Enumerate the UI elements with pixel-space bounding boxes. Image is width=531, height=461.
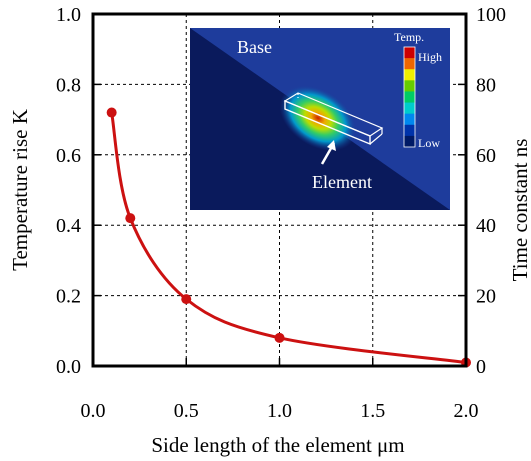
- y-tick-label: 1.0: [56, 4, 81, 26]
- colorbar-segment: [404, 47, 415, 59]
- colorbar-segment: [404, 102, 415, 114]
- colorbar-segment: [404, 113, 415, 126]
- element-pointer-head: [327, 140, 336, 151]
- element-outline: [283, 92, 384, 146]
- x-tick-label: 0.5: [174, 400, 199, 422]
- colorbar-segment: [404, 124, 415, 137]
- inset-legend-title: Temp.: [394, 30, 424, 44]
- inset-element-label: Element: [312, 172, 372, 192]
- y2-tick-label: 40: [476, 215, 496, 237]
- colorbar-segment: [404, 69, 415, 81]
- colorbar-segment: [404, 91, 415, 103]
- data-point: [181, 294, 192, 305]
- colorbar-segment: [404, 135, 415, 148]
- x-tick-label: 1.0: [267, 400, 292, 422]
- y2-tick-label: 0: [476, 356, 486, 378]
- data-point: [125, 213, 136, 224]
- y2-axis-title: Time constant ns: [508, 139, 531, 282]
- inset-legend-high: High: [418, 50, 442, 64]
- y-tick-label: 0.4: [56, 215, 81, 237]
- x-tick-label: 2.0: [454, 400, 479, 422]
- y-axis-title: Temperature rise K: [8, 109, 32, 271]
- data-point: [274, 332, 285, 343]
- y2-tick-label: 60: [476, 145, 496, 167]
- colorbar-segment: [404, 80, 415, 92]
- y2-tick-label: 80: [476, 74, 496, 96]
- inset-hotspot: [279, 85, 357, 151]
- data-point: [106, 107, 117, 118]
- inset-legend-low: Low: [418, 136, 440, 150]
- colorbar-segment: [404, 58, 415, 70]
- y-tick-label: 0.0: [56, 356, 81, 378]
- series-layer: [106, 107, 471, 368]
- y-tick-label: 0.2: [56, 286, 81, 308]
- y2-tick-label: 20: [476, 286, 496, 308]
- x-tick-label: 1.5: [360, 400, 385, 422]
- x-tick-label: 0.0: [81, 400, 106, 422]
- axes-layer: 0.0 0.5 1.0 1.5 2.0 0.0 0.2 0.4 0.6 0.8 1.0 0 20 40 60…: [56, 4, 506, 422]
- inset-base-label: Base: [237, 37, 272, 57]
- y-tick-label: 0.8: [56, 74, 81, 96]
- inset-colorbar: [403, 46, 416, 148]
- y2-tick-label: 100: [476, 4, 506, 26]
- y-tick-label: 0.6: [56, 145, 81, 167]
- x-axis-title: Side length of the element μm: [151, 433, 404, 457]
- colorbar-frame: [403, 46, 416, 148]
- simulation-inset: Base Element Temp. High Low: [190, 28, 450, 210]
